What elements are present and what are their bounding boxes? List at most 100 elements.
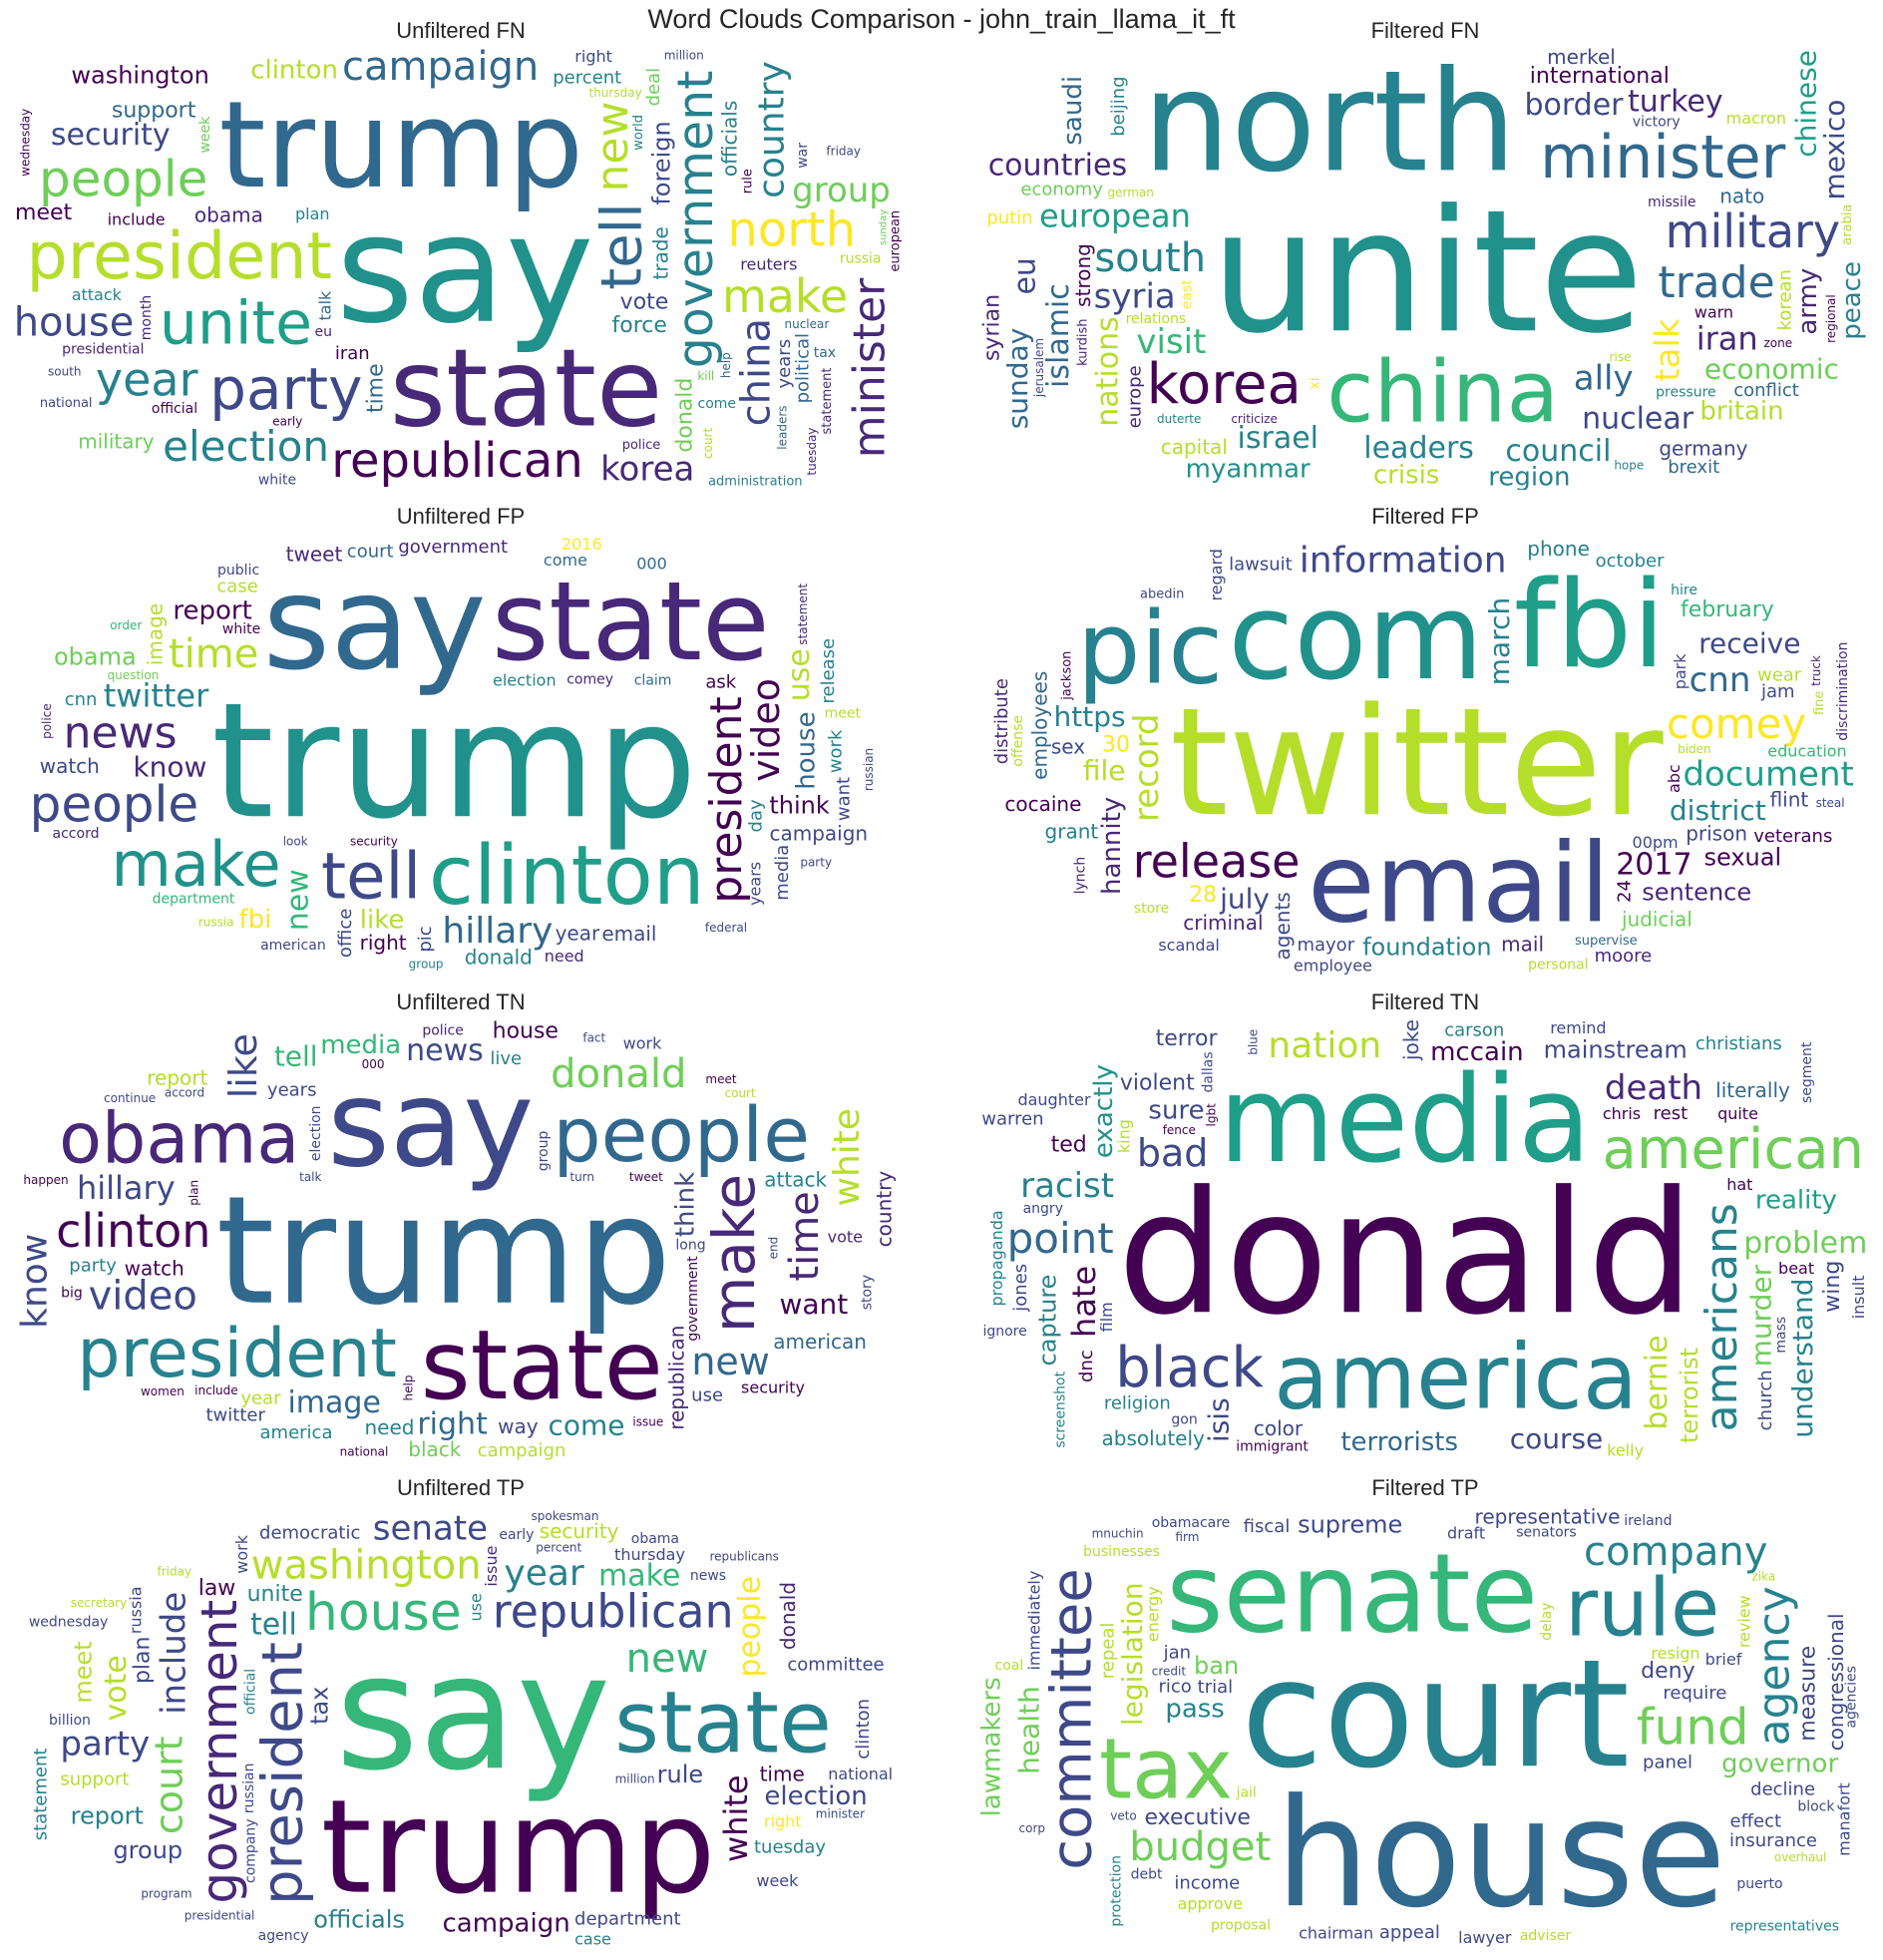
word-chairman: chairman [1299,1924,1373,1943]
word-statement: statement [796,584,810,645]
word-vote: vote [620,290,669,315]
word-military: military [78,429,154,453]
word-russia: russia [198,915,234,929]
word-ignore: ignore [982,1324,1026,1340]
word-issue: issue [482,1546,501,1587]
word-reality: reality [1755,1185,1837,1215]
word-attack: attack [72,285,123,304]
word-lawsuit: lawsuit [1229,555,1293,576]
word-bad: bad [1137,1131,1209,1175]
word-government: government [398,537,508,558]
word-border: border [1524,88,1624,123]
word-israel: israel [1238,421,1318,456]
word-conflict: conflict [1733,380,1799,401]
word-political: political [793,333,814,403]
word-approve: approve [1178,1894,1243,1913]
word-people: people [553,1090,810,1179]
word-28: 28 [1189,883,1217,908]
word-donald: donald [672,378,697,453]
word-white: white [222,621,260,637]
word-committee: committee [787,1655,884,1676]
word-education: education [1767,742,1846,761]
word-wednesday: wednesday [18,109,32,177]
word-spokesman: spokesman [531,1509,598,1523]
word-come: come [698,396,737,412]
word-russia: russia [127,1586,146,1634]
word-plan: plan [295,204,330,223]
word-think: think [769,792,830,820]
word-official: official [152,401,197,417]
word-support: support [60,1769,129,1790]
word-police: police [40,703,54,739]
word-north: north [727,201,856,257]
word-minister: minister [845,277,896,458]
word-tell: tell [321,840,421,914]
word-force: force [611,313,666,338]
word-senate: senate [373,1508,488,1548]
word-rule: rule [657,1761,704,1788]
word-trade: trade [649,226,673,279]
word-donald: donald [465,945,533,969]
word-government: government [190,1600,248,1904]
word-federal: federal [705,921,747,935]
word-include: include [155,1592,194,1715]
wordcloud-panel-filtered-tn: Filtered TN donald media america american bl… [977,989,1873,1466]
word-missile: missile [1648,195,1696,210]
word-insurance: insurance [1729,1830,1817,1851]
word-000: 000 [362,1057,385,1071]
word-agents: agents [1271,892,1295,960]
word-ban: ban [1194,1652,1239,1680]
word-right: right [417,1406,488,1441]
word-congressional: congressional [1824,1613,1848,1751]
word-nuclear: nuclear [784,317,829,331]
word-continue: continue [104,1091,156,1105]
word-clinton: clinton [429,829,705,924]
word-house: house [1276,1767,1726,1941]
word-terrorist: terrorist [1676,1348,1703,1443]
word-agencies: agencies [1843,1666,1859,1728]
word-credit: credit [1152,1664,1187,1678]
word-death: death [1605,1068,1702,1108]
word-murder: murder [1745,1264,1778,1367]
word-offense: offense [1010,715,1026,767]
word-park: park [1671,653,1690,690]
word-thursday: thursday [614,1545,685,1564]
word-regional: regional [1824,294,1838,343]
word-international: international [1530,64,1670,89]
wordcloud-panel-filtered-fp: Filtered FP twitter com fbi email pic release… [977,504,1873,980]
word-video: video [744,678,788,782]
word-repeal: repeal [1098,1623,1119,1680]
word-week: week [756,1871,799,1890]
word-hillary: hillary [442,911,553,952]
word-firm: firm [1175,1530,1199,1544]
panel-title: Unfiltered TN [396,989,526,1014]
word-tax: tax [306,1687,334,1725]
word-claim: claim [634,673,672,689]
word-white: white [717,1774,755,1862]
word-church: church [1755,1370,1776,1430]
word-absolutely: absolutely [1102,1426,1206,1450]
word-vote: vote [99,1655,134,1721]
word-nation: nation [1268,1025,1381,1066]
word-ted: ted [1051,1133,1087,1158]
word-republicans: republicans [710,1550,779,1564]
word-quite: quite [1717,1104,1758,1123]
word-program: program [141,1886,191,1900]
word-course: course [1510,1422,1604,1455]
word-brief: brief [1705,1650,1742,1669]
word-store: store [1134,901,1169,917]
word-court: court [347,542,394,563]
word-national: national [340,1444,389,1458]
word-court: court [1241,1628,1630,1801]
word-00pm: 00pm [1633,833,1679,852]
word-proposal: proposal [1211,1917,1271,1933]
word-house: house [14,299,135,345]
word-tax: tax [814,345,836,361]
word-presidential: presidential [185,1909,255,1923]
word-black: black [1115,1336,1264,1400]
word-kill: kill [697,369,714,383]
word-vote: vote [828,1227,863,1246]
word-unite: unite [1211,174,1644,371]
word-warren: warren [981,1108,1043,1129]
